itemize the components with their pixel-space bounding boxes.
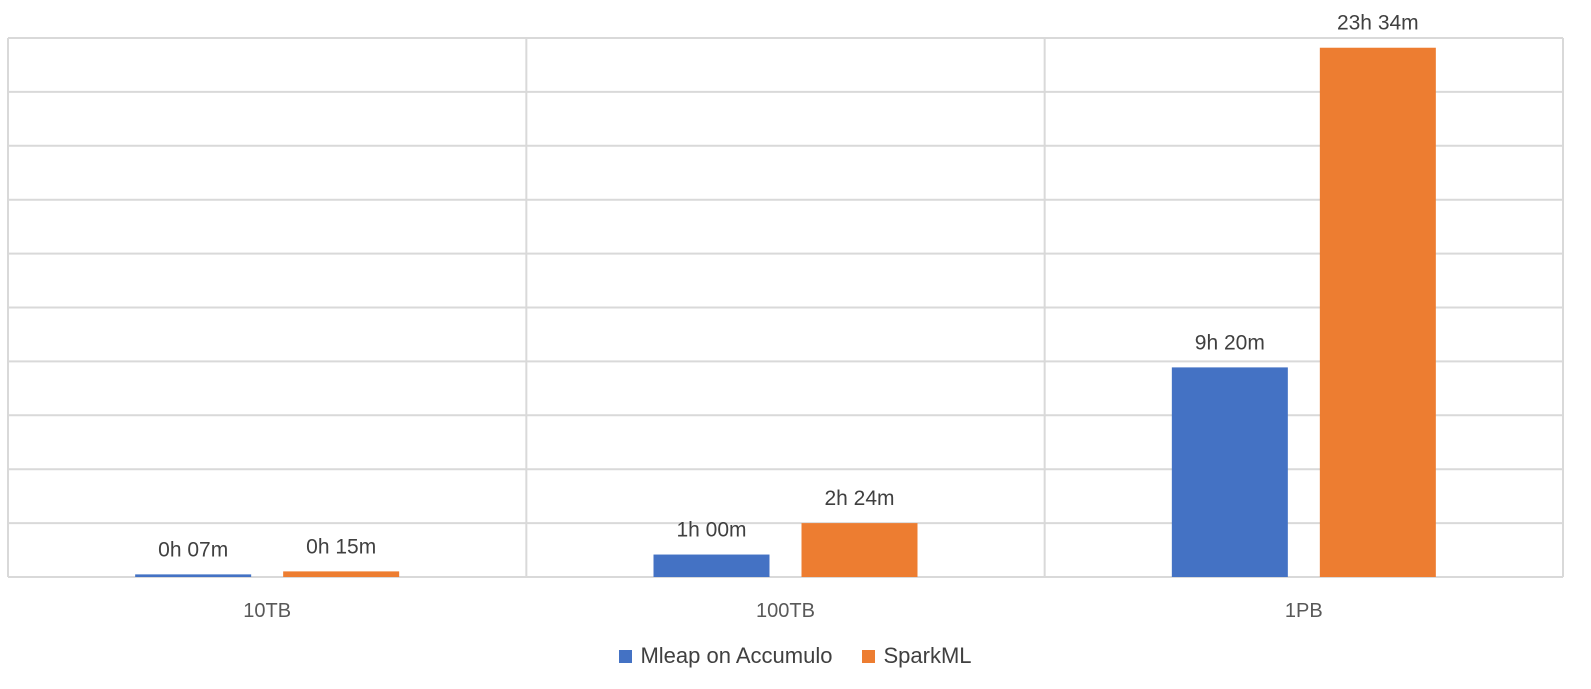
legend-label-sparkml: SparkML bbox=[883, 643, 972, 668]
bar-chart: 0h 07m 0h 15m 10TB 1h 00m 2h 24m 100TB 9h 20m 2… bbox=[7, 12, 1564, 622]
bar-sparkml-10tb bbox=[283, 571, 400, 577]
data-label: 0h 15m bbox=[306, 535, 376, 558]
legend-label-mleap: Mleap on Accumulo bbox=[640, 643, 833, 668]
data-label: 2h 24m bbox=[824, 487, 894, 510]
legend: Mleap on Accumulo SparkML bbox=[0, 643, 1591, 669]
bar-sparkml-1pb bbox=[1319, 47, 1436, 577]
data-label: 1h 00m bbox=[676, 519, 746, 542]
legend-swatch-sparkml bbox=[862, 649, 876, 663]
legend-item-mleap: Mleap on Accumulo bbox=[619, 643, 832, 669]
data-label: 0h 07m bbox=[158, 538, 228, 561]
data-label: 23h 34m bbox=[1337, 12, 1419, 35]
x-tick-label: 100TB bbox=[756, 600, 815, 622]
x-tick-label: 1PB bbox=[1285, 600, 1323, 622]
bar-sparkml-100tb bbox=[801, 523, 918, 577]
legend-item-sparkml: SparkML bbox=[862, 643, 972, 669]
bar-mleap-on-accumulo-10tb bbox=[135, 574, 252, 577]
legend-swatch-mleap bbox=[619, 649, 633, 663]
bar-mleap-on-accumulo-100tb bbox=[653, 554, 770, 577]
x-tick-label: 10TB bbox=[243, 600, 291, 622]
data-label: 9h 20m bbox=[1195, 331, 1265, 354]
bar-mleap-on-accumulo-1pb bbox=[1171, 367, 1288, 577]
